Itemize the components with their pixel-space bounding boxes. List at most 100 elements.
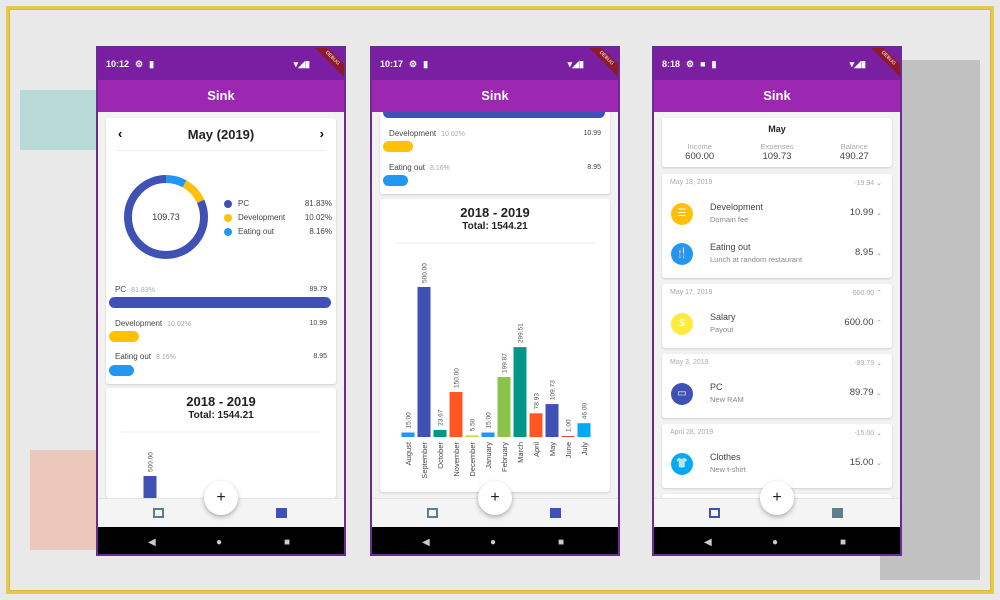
signal-icons: ▾◢▮	[849, 59, 866, 69]
chevron-down-icon: ⌄	[876, 250, 882, 257]
bar-december	[465, 435, 479, 437]
chevron-up-icon: ⌃	[876, 320, 882, 327]
list-icon[interactable]	[427, 508, 438, 518]
system-nav-bar: ◀ ● ■	[98, 527, 344, 554]
category-amount-development: 10.99	[309, 320, 327, 327]
restaurant-icon: 🍴	[671, 243, 693, 265]
list-icon[interactable]	[709, 508, 720, 518]
bar-march	[513, 347, 527, 437]
stop-icon: ■	[700, 59, 706, 69]
transaction-amount: 600.00 ⌃	[844, 317, 882, 328]
transaction-subtitle: Lunch at random restaurant	[710, 255, 803, 264]
bar-chart-icon[interactable]	[550, 508, 561, 518]
donut-total: 109.73	[152, 212, 180, 222]
transaction-subtitle: New RAM	[710, 395, 744, 404]
recents-icon[interactable]: ■	[284, 537, 291, 548]
category-amount-eating-out: 8.95	[587, 164, 601, 171]
x-tick-label: February	[500, 442, 509, 472]
content[interactable]: ‹ May (2019) › 109.73 PC 81.83% Developme…	[98, 112, 344, 498]
settings-icon: ⚙	[409, 58, 418, 69]
chevron-down-icon: ⌄	[876, 460, 882, 467]
dollar-icon: $	[671, 313, 693, 335]
transaction-row[interactable]: 👕 Clothes New t-shirt 15.00 ⌄	[662, 444, 892, 484]
category-bar-eating-out	[109, 365, 134, 376]
transaction-row[interactable]: ▭ PC New RAM 89.79 ⌄	[662, 374, 892, 414]
x-tick-label: August	[404, 441, 413, 465]
bar-february	[497, 377, 511, 437]
bar-june	[561, 436, 575, 437]
settings-icon: ⚙	[686, 58, 695, 69]
back-icon[interactable]: ◀	[148, 537, 156, 548]
add-button[interactable]: +	[478, 481, 512, 515]
back-icon[interactable]: ◀	[704, 537, 712, 548]
bar-value-label: 500.00	[422, 263, 429, 283]
transaction-title: Clothes	[710, 452, 741, 462]
expenses-summary: Expenses 109.73	[760, 142, 794, 162]
category-label-development: Development 10.02%	[115, 319, 191, 328]
bar-may	[545, 404, 559, 437]
app-title: Sink	[98, 80, 344, 112]
phone-summary: 10:12 ⚙ ▮ ▾◢▮ DEBUG Sink ‹ May (2019) › 109…	[96, 46, 346, 556]
donut-chart	[124, 175, 208, 259]
group-header: May 18, 2019 -19.94 ⌄	[670, 179, 882, 187]
status-bar: 10:17 ⚙ ▮ ▾◢▮	[372, 48, 618, 80]
year-range-title: 2018 - 2019	[460, 205, 530, 220]
transaction-group: April 28, 2019 -15.00 ⌄ 👕 Clothes New t-sh…	[662, 424, 892, 488]
bar-chart-icon[interactable]	[832, 508, 843, 518]
legend-item-development: Development 10.02%	[224, 213, 332, 222]
content[interactable]: Development 10.02% 10.99 Eating out 8.16% …	[372, 112, 618, 498]
group-total: 600.00	[852, 290, 875, 297]
transaction-row[interactable]: $ Salary Payout 600.00 ⌃	[662, 304, 892, 344]
category-bar-development	[383, 141, 413, 152]
chevron-right-icon[interactable]: ›	[319, 126, 324, 141]
bar-value-label: 109.73	[550, 380, 557, 400]
system-nav-bar: ◀ ● ■	[654, 527, 900, 554]
group-date: May 3, 2019	[670, 359, 709, 366]
group-header: May 3, 2019 -89.79 ⌄	[670, 359, 882, 367]
category-amount-pc: 89.79	[309, 286, 327, 293]
recents-icon[interactable]: ■	[840, 537, 847, 548]
category-bar-eating-out	[383, 175, 408, 186]
category-bar-pc	[383, 112, 605, 118]
transaction-row[interactable]: 🍴 Eating out Lunch at random restaurant …	[662, 234, 892, 274]
donut-slice-pc	[124, 175, 208, 259]
transaction-amount: 10.99 ⌄	[849, 207, 882, 218]
transaction-group: May 18, 2019 -19.94 ⌄ ☰ Development Domain…	[662, 174, 892, 278]
transaction-amount: 89.79 ⌄	[849, 387, 882, 398]
category-label-eating-out: Eating out 8.16%	[389, 163, 450, 172]
home-icon[interactable]: ●	[216, 537, 223, 548]
bar-chart-icon[interactable]	[276, 508, 287, 518]
category-label-eating-out: Eating out 8.16%	[115, 352, 176, 361]
x-tick-label: December	[468, 442, 477, 477]
month-title: May (2019)	[187, 127, 255, 142]
group-total: -15.00	[854, 430, 875, 437]
legend-item-eating-out: Eating out 8.16%	[224, 227, 332, 236]
list-icon[interactable]	[153, 508, 164, 518]
x-tick-label: May	[548, 442, 557, 456]
back-icon[interactable]: ◀	[422, 537, 430, 548]
bar-value-label: 15.00	[486, 412, 493, 429]
bar-value-label: 1.00	[566, 419, 573, 432]
x-tick-label: September	[420, 441, 429, 478]
chevron-down-icon: ⌄	[876, 390, 882, 397]
bar-value-label: 15.00	[406, 412, 413, 429]
add-button[interactable]: +	[760, 481, 794, 515]
status-bar: 10:12 ⚙ ▮ ▾◢▮	[98, 48, 344, 80]
bar-august	[401, 432, 415, 437]
chevron-up-icon: ⌃	[876, 290, 882, 297]
settings-icon: ⚙	[135, 58, 144, 69]
overview-month: May	[768, 124, 786, 134]
status-bar: 8:18 ⚙ ■ ▮ ▾◢▮	[654, 48, 900, 80]
transaction-row[interactable]: ☰ Development Domain fee 10.99 ⌄	[662, 194, 892, 234]
chevron-left-icon[interactable]: ‹	[118, 126, 123, 141]
bar-chart: 15.00 August 500.00 September 23.67 October 15…	[395, 242, 595, 479]
home-icon[interactable]: ●	[490, 537, 497, 548]
home-icon[interactable]: ●	[772, 537, 779, 548]
recents-icon[interactable]: ■	[558, 537, 565, 548]
transaction-title: Development	[710, 202, 764, 212]
transaction-title: Salary	[710, 312, 736, 322]
month-summary-card: ‹ May (2019) › 109.73 PC 81.83% Developme…	[106, 118, 336, 384]
group-total: -89.79	[854, 360, 875, 367]
add-button[interactable]: +	[204, 481, 238, 515]
transaction-list[interactable]: May Income 600.00 Expenses 109.73 Balance 4…	[654, 112, 900, 498]
